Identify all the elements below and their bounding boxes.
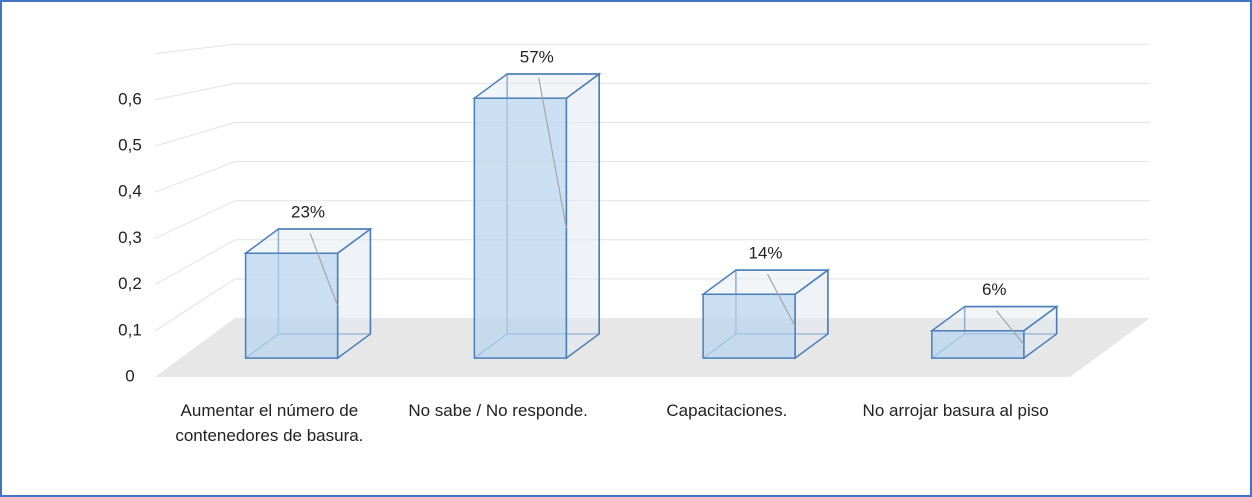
grid-line bbox=[154, 278, 236, 332]
leader-line bbox=[995, 310, 1025, 345]
leader-line bbox=[309, 232, 339, 306]
grid-line bbox=[154, 43, 236, 55]
y-tick-label: 0,3 bbox=[118, 228, 142, 247]
y-tick-label: 0,2 bbox=[118, 274, 142, 293]
grid-line bbox=[154, 82, 236, 101]
grid-line bbox=[154, 200, 236, 239]
x-tick-label: No sabe / No responde. bbox=[408, 401, 588, 420]
x-tick-label: Aumentar el número de contenedores de ba… bbox=[175, 401, 364, 445]
leader-line bbox=[766, 273, 796, 327]
grid-line bbox=[154, 161, 236, 193]
bar bbox=[244, 252, 339, 359]
y-tick-label: 0,4 bbox=[118, 182, 142, 201]
bar bbox=[702, 293, 796, 359]
y-tick-label: 0,1 bbox=[118, 320, 142, 339]
bar bbox=[931, 330, 1025, 359]
leader-line bbox=[538, 77, 567, 229]
x-tick-label: Capacitaciones. bbox=[666, 401, 788, 420]
value-label: 23% bbox=[291, 203, 325, 222]
floor bbox=[155, 318, 1150, 377]
value-label: 14% bbox=[748, 244, 782, 263]
grid-line bbox=[154, 239, 236, 286]
x-tick-label: No arrojar basura al piso bbox=[862, 401, 1049, 420]
y-tick-label: 0,6 bbox=[118, 89, 142, 108]
y-tick-label: 0 bbox=[125, 366, 134, 385]
y-tick-label: 0,5 bbox=[118, 135, 142, 154]
grid-line bbox=[154, 122, 236, 147]
value-label: 6% bbox=[982, 280, 1007, 299]
bar-side bbox=[565, 72, 600, 360]
value-label: 57% bbox=[520, 47, 554, 66]
bar bbox=[473, 97, 568, 359]
